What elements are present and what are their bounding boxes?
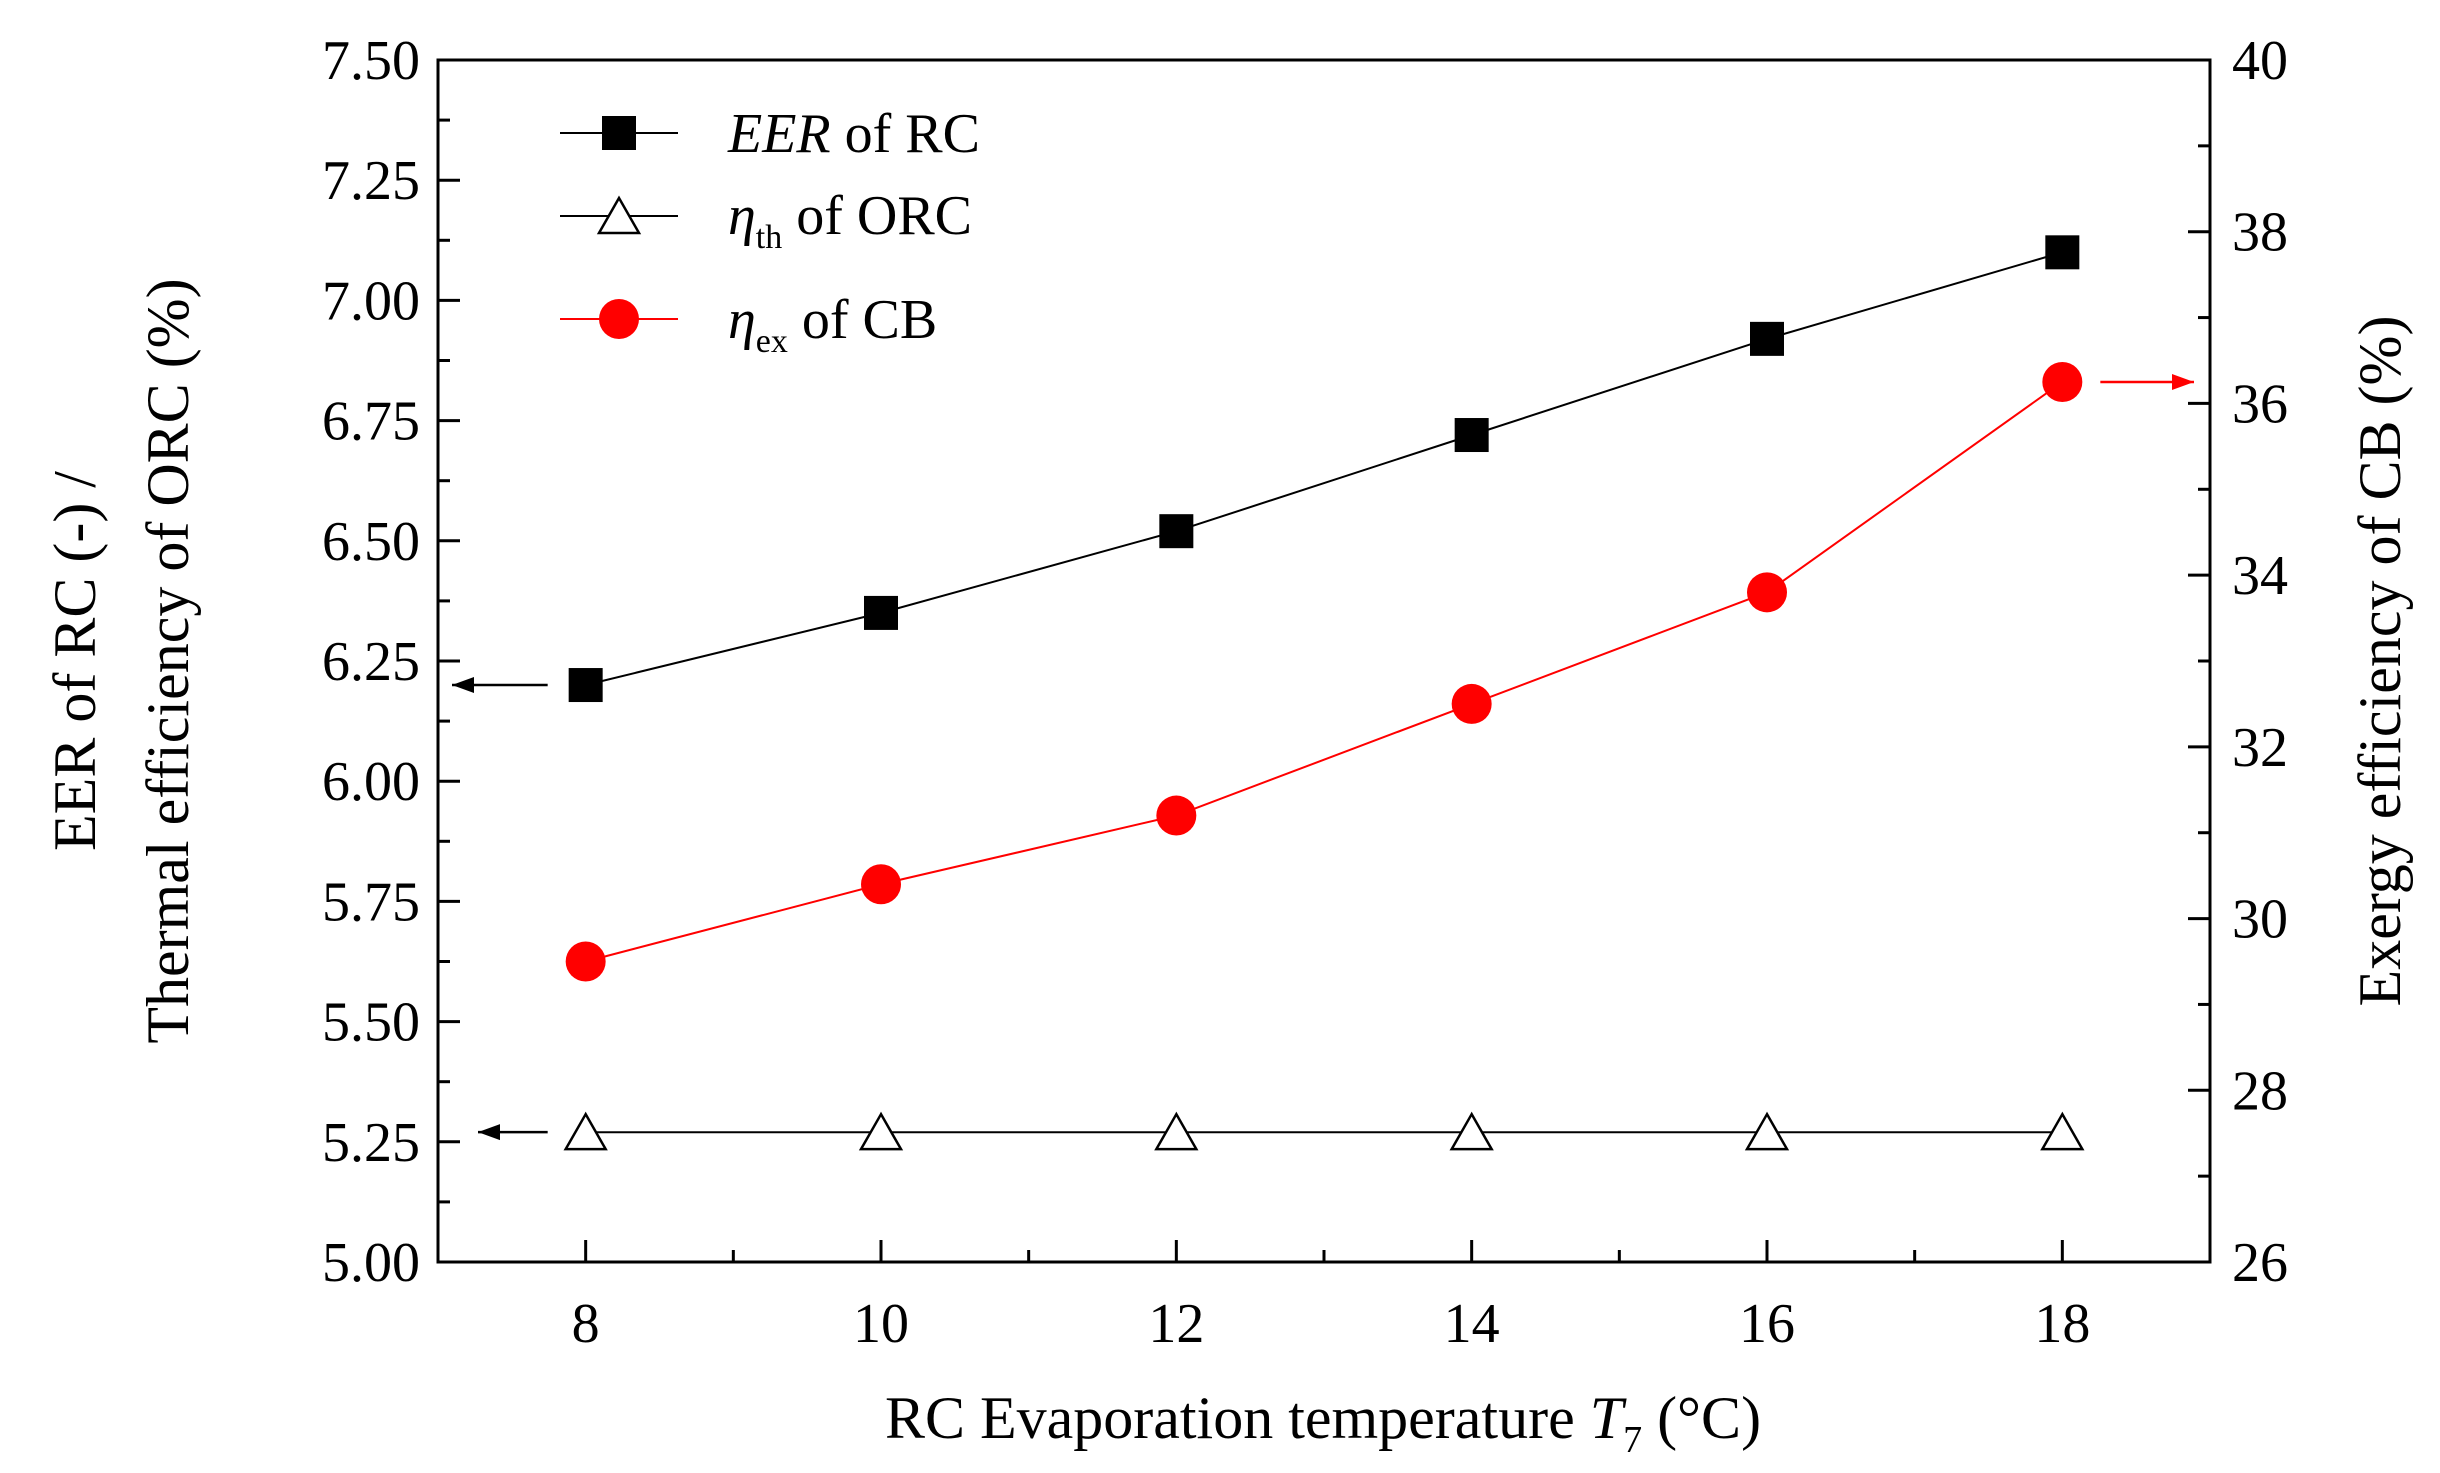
eta-th-point (858, 1111, 904, 1151)
y-right-tick-label: 38 (2232, 202, 2288, 264)
y-left-tick-label: 5.25 (322, 1112, 420, 1174)
x-tick-label: 8 (572, 1293, 600, 1355)
eta-ex-point (1747, 572, 1787, 613)
y-left-tick-label: 6.75 (322, 391, 420, 453)
legend: EER of RC ηth of ORC ηex of CB (560, 103, 980, 360)
eer-point (2045, 235, 2080, 270)
y-left-tick-label: 7.50 (322, 30, 420, 92)
x-tick-label: 14 (1444, 1293, 1500, 1355)
legend-triangle-marker (596, 195, 642, 235)
y-right-tick-label: 34 (2232, 545, 2288, 607)
eer-point (864, 595, 898, 630)
y-left-axis-title-line2: Thermal efficiency of ORC (%) (135, 278, 201, 1043)
x-tick-label: 18 (2034, 1293, 2090, 1355)
eer-axis-arrow-head (452, 677, 474, 694)
x-tick-label: 10 (853, 1293, 909, 1355)
x-axis-title: RC Evaporation temperature T7 (°C) (885, 1385, 1761, 1461)
y-left-tick-label: 7.00 (322, 270, 420, 332)
y-right-tick-label: 28 (2232, 1060, 2288, 1122)
y-left-tick-label: 6.50 (322, 511, 420, 573)
legend-eta-th-label: η (728, 185, 756, 247)
y-right-axis-title: Exergy efficiency of CB (%) (2347, 316, 2413, 1007)
y-right-tick-label: 40 (2232, 30, 2288, 92)
eta-ex-point (1156, 795, 1197, 836)
eta-th-point (1154, 1111, 1199, 1151)
svg-text:EER of RC: EER of RC (727, 103, 980, 165)
y-left-tick-label: 6.25 (322, 631, 420, 693)
legend-square-marker (602, 116, 636, 150)
eta-ex-point (861, 864, 901, 905)
eer-point (568, 668, 603, 703)
legend-eta-th-suffix: of ORC (782, 185, 972, 247)
eta-th-axis-arrow-head (478, 1124, 500, 1141)
series-line-2 (585, 381, 2063, 963)
eer-point (1750, 321, 1784, 356)
plot-frame (436, 58, 2212, 1264)
y-left-tick-label: 5.50 (322, 992, 420, 1054)
legend-eer-suffix: of RC (831, 103, 980, 165)
legend-eer-label: EER (727, 103, 831, 165)
x-tick-label: 12 (1148, 1293, 1204, 1355)
legend-circle-marker (599, 299, 639, 339)
eta-th-point (2040, 1111, 2085, 1151)
eta-ex-point (565, 941, 606, 982)
y-right-tick-label: 36 (2232, 373, 2288, 435)
svg-text:ηth of ORC: ηth of ORC (728, 185, 972, 256)
y-right-tick-label: 26 (2232, 1232, 2288, 1294)
y-right-tick-label: 30 (2232, 889, 2288, 951)
y-left-axis-title-line1: EER of RC (-) / (42, 471, 108, 851)
legend-eta-ex-sub: ex (756, 323, 788, 360)
eta-ex-point (1451, 683, 1492, 724)
eta-ex-axis-arrow-head (2172, 373, 2194, 390)
y-left-tick-label: 6.00 (322, 751, 420, 813)
legend-eta-ex-label: η (728, 289, 756, 351)
legend-eta-ex-suffix: of CB (788, 289, 937, 351)
series-line-0 (585, 251, 2063, 686)
eta-th-point (1449, 1111, 1494, 1151)
eer-point (1454, 418, 1489, 453)
legend-item-eer: EER of RC (560, 103, 980, 165)
y-left-tick-label: 5.75 (322, 871, 420, 933)
eta-th-point (563, 1111, 608, 1151)
x-tick-label: 16 (1739, 1293, 1795, 1355)
y-right-tick-label: 32 (2232, 717, 2288, 779)
legend-item-eta-th: ηth of ORC (560, 185, 972, 256)
eta-th-point (1744, 1111, 1790, 1151)
y-left-tick-label: 7.25 (322, 150, 420, 212)
legend-item-eta-ex: ηex of CB (560, 289, 937, 360)
y-left-tick-label: 5.00 (322, 1232, 420, 1294)
legend-eta-th-sub: th (756, 219, 782, 256)
svg-text:ηex of CB: ηex of CB (728, 289, 937, 360)
eer-point (1159, 514, 1194, 549)
eta-ex-point (2042, 361, 2083, 402)
